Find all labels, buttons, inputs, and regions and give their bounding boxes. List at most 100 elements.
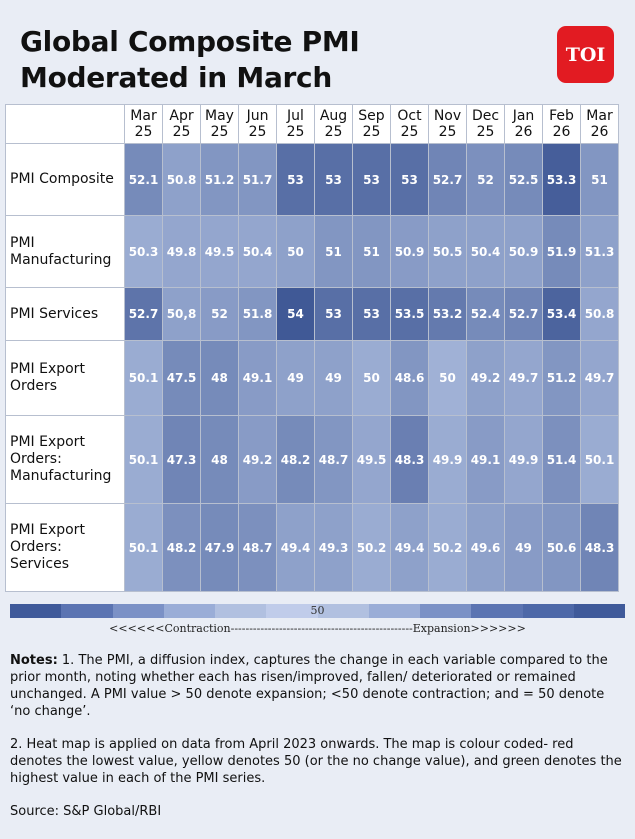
- heatmap-cell: 48.3: [580, 503, 619, 592]
- toi-logo: TOI: [557, 26, 614, 83]
- column-header: Jan 26: [504, 104, 543, 144]
- notes-section: Notes: 1. The PMI, a diffusion index, ca…: [10, 652, 625, 836]
- legend-swatch: [573, 604, 625, 618]
- heatmap-cell: 50: [276, 215, 315, 288]
- note-1-text: 1. The PMI, a diffusion index, captures …: [10, 653, 608, 719]
- legend-swatch: [163, 604, 215, 618]
- note-1: Notes: 1. The PMI, a diffusion index, ca…: [10, 652, 625, 720]
- heatmap-cell: 49.2: [238, 415, 277, 504]
- heatmap-cell: 52.7: [124, 287, 163, 341]
- heatmap-cell: 50.4: [466, 215, 505, 288]
- heatmap-cell: 53: [314, 287, 353, 341]
- heatmap-cell: 51.8: [238, 287, 277, 341]
- heatmap-cell: 50: [352, 340, 391, 416]
- heatmap-cell: 53.3: [542, 143, 581, 216]
- heatmap-cell: 49.5: [352, 415, 391, 504]
- column-header: Aug 25: [314, 104, 353, 144]
- heatmap-cell: 52.7: [428, 143, 467, 216]
- heatmap-cell: 49.4: [390, 503, 429, 592]
- legend-swatch: [522, 604, 574, 618]
- heatmap-cell: 48.7: [238, 503, 277, 592]
- heatmap-cell: 52.1: [124, 143, 163, 216]
- row-label: PMI Services: [5, 287, 125, 341]
- heatmap-row: PMI Export Orders: Services 50.1 48.2 47.9 4…: [5, 503, 619, 592]
- legend-direction-label: <<<<<<Contraction-----------------------…: [109, 622, 526, 635]
- heatmap-cell: 48.2: [276, 415, 315, 504]
- heatmap-cell: 52.5: [504, 143, 543, 216]
- heatmap-cell: 49.5: [200, 215, 239, 288]
- heatmap-cell: 48.7: [314, 415, 353, 504]
- heatmap-cell: 52: [466, 143, 505, 216]
- heatmap-cell: 49: [504, 503, 543, 592]
- heatmap-body: PMI Composite 52.1 50.8 51.2 51.7 53 53 53 53 52.…: [5, 143, 619, 592]
- column-header: Jul 25: [276, 104, 315, 144]
- heatmap-cell: 49.3: [314, 503, 353, 592]
- heatmap-cell: 49.7: [580, 340, 619, 416]
- heatmap-cell: 49.9: [428, 415, 467, 504]
- heatmap-cell: 52.4: [466, 287, 505, 341]
- row-label: PMI Export Orders: Manufacturing: [5, 415, 125, 504]
- row-label: PMI Export Orders: [5, 340, 125, 416]
- heatmap-cell: 50.8: [580, 287, 619, 341]
- heatmap-cell: 52.7: [504, 287, 543, 341]
- heatmap-cell: 53.4: [542, 287, 581, 341]
- row-label: PMI Export Orders: Services: [5, 503, 125, 592]
- heatmap-cell: 53: [276, 143, 315, 216]
- legend-swatch: [266, 604, 318, 618]
- note-2: 2. Heat map is applied on data from Apri…: [10, 737, 622, 786]
- heatmap-cell: 49: [314, 340, 353, 416]
- heatmap-cell: 51.9: [542, 215, 581, 288]
- legend-swatch: [317, 604, 369, 618]
- heatmap-cell: 50.9: [504, 215, 543, 288]
- heatmap-row: PMI Manufacturing 50.3 49.8 49.5 50.4 50 51 51 5…: [5, 215, 619, 288]
- heatmap-cell: 48.3: [390, 415, 429, 504]
- heatmap-cell: 50.1: [124, 503, 163, 592]
- heatmap-cell: 50.9: [390, 215, 429, 288]
- heatmap-cell: 49.4: [276, 503, 315, 592]
- column-header: Dec 25: [466, 104, 505, 144]
- column-header: May 25: [200, 104, 239, 144]
- legend-swatch: [61, 604, 113, 618]
- heatmap-cell: 50.8: [162, 143, 201, 216]
- heatmap-cell: 54: [276, 287, 315, 341]
- heatmap-cell: 50.5: [428, 215, 467, 288]
- heatmap-cell: 51: [314, 215, 353, 288]
- heatmap-cell: 50.6: [542, 503, 581, 592]
- heatmap-cell: 50,8: [162, 287, 201, 341]
- pmi-heatmap-table: Mar 25 Apr 25 May 25 Jun 25 Jul 25 Aug 25 Sep …: [5, 104, 619, 592]
- heatmap-cell: 50.2: [428, 503, 467, 592]
- heatmap-cell: 47.9: [200, 503, 239, 592]
- heatmap-cell: 49.2: [466, 340, 505, 416]
- heatmap-row: PMI Export Orders: Manufacturing 50.1 47.3…: [5, 415, 619, 504]
- heatmap-cell: 49.8: [162, 215, 201, 288]
- heatmap-cell: 51.3: [580, 215, 619, 288]
- column-header: Sep 25: [352, 104, 391, 144]
- heatmap-cell: 49.6: [466, 503, 505, 592]
- heatmap-cell: 50.4: [238, 215, 277, 288]
- heatmap-cell: 50.1: [580, 415, 619, 504]
- row-label: PMI Manufacturing: [5, 215, 125, 288]
- heatmap-cell: 53: [352, 287, 391, 341]
- source-line: Source: S&P Global/RBI: [10, 804, 162, 819]
- heatmap-row: PMI Composite 52.1 50.8 51.2 51.7 53 53 53 53 52.…: [5, 143, 619, 216]
- heatmap-cell: 49.1: [238, 340, 277, 416]
- heatmap-cell: 48: [200, 340, 239, 416]
- heatmap-cell: 48: [200, 415, 239, 504]
- column-header: Apr 25: [162, 104, 201, 144]
- heatmap-cell: 51.2: [200, 143, 239, 216]
- row-label: PMI Composite: [5, 143, 125, 216]
- heatmap-cell: 51.2: [542, 340, 581, 416]
- heatmap-cell: 49.1: [466, 415, 505, 504]
- heatmap-cell: 51: [352, 215, 391, 288]
- title-line-1: Global Composite PMI: [20, 25, 360, 58]
- heatmap-cell: 49: [276, 340, 315, 416]
- heatmap-cell: 53: [352, 143, 391, 216]
- legend-midpoint: 50: [310, 604, 325, 617]
- chart-title: Global Composite PMI Moderated in March: [20, 24, 500, 96]
- color-scale-legend: 50: [10, 604, 625, 618]
- legend-swatch: [368, 604, 420, 618]
- legend-swatch: [471, 604, 523, 618]
- heatmap-cell: 52: [200, 287, 239, 341]
- heatmap-cell: 47.3: [162, 415, 201, 504]
- column-header: Nov 25: [428, 104, 467, 144]
